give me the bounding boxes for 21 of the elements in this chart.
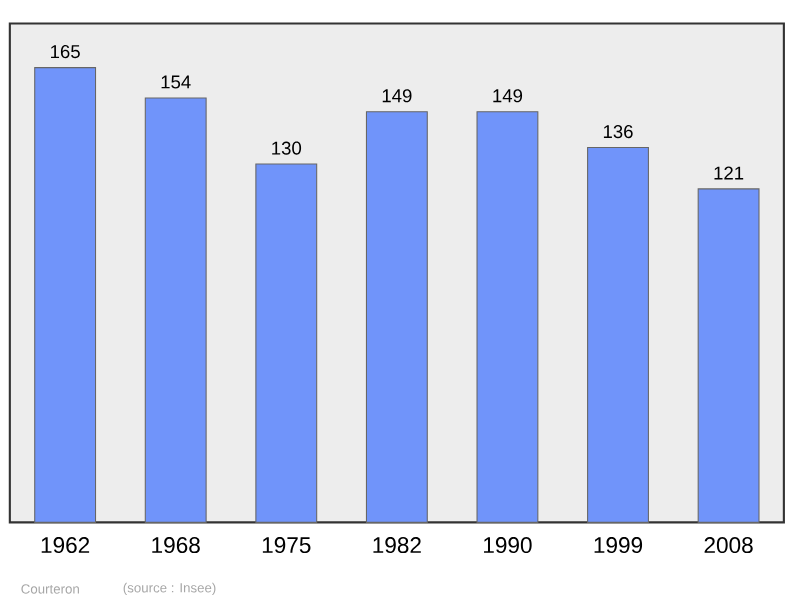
x-tick-label: 1999	[594, 537, 643, 554]
data-label: 149	[493, 89, 523, 103]
bar	[34, 67, 97, 523]
x-tick-label: 1975	[262, 537, 311, 554]
data-label: 165	[51, 45, 80, 59]
x-tick-label: 1968	[152, 537, 200, 554]
data-label: 149	[382, 89, 412, 103]
bar	[587, 147, 649, 523]
data-label: 130	[272, 141, 302, 155]
data-label: 154	[161, 75, 191, 89]
bar	[255, 163, 318, 523]
bar	[476, 111, 539, 523]
bar	[365, 111, 428, 523]
x-tick-label: 1990	[484, 537, 532, 554]
data-label: 121	[714, 166, 744, 180]
x-tick-label: 1962	[41, 537, 90, 554]
data-label: 136	[603, 125, 633, 139]
bar	[697, 188, 760, 523]
x-tick-label: 2008	[704, 537, 753, 554]
bar	[144, 97, 207, 523]
x-tick-label: 1982	[373, 537, 421, 554]
